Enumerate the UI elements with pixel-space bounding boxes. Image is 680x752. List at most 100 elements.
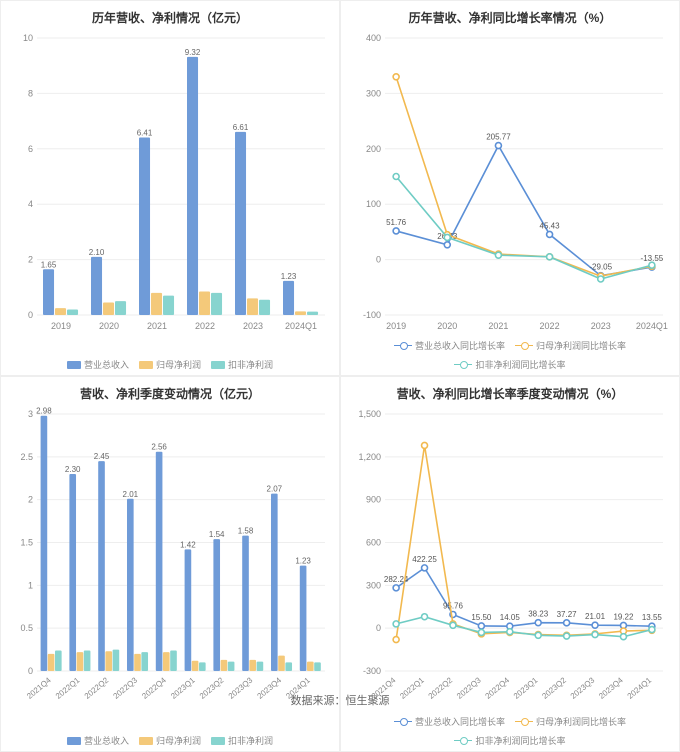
- svg-text:1: 1: [28, 580, 33, 590]
- svg-text:1.23: 1.23: [295, 557, 311, 566]
- svg-text:2023: 2023: [591, 321, 611, 331]
- svg-text:100: 100: [366, 199, 381, 209]
- chart-title: 历年营收、净利同比增长率情况（%）: [347, 9, 673, 26]
- svg-text:200: 200: [366, 144, 381, 154]
- svg-text:1.54: 1.54: [209, 530, 225, 539]
- legend-item: 营业总收入: [67, 358, 129, 371]
- svg-text:21.01: 21.01: [585, 612, 606, 621]
- svg-text:1.23: 1.23: [281, 272, 297, 281]
- svg-text:2021Q4: 2021Q4: [370, 675, 398, 701]
- svg-text:2022Q4: 2022Q4: [483, 675, 511, 701]
- bar-chart: 00.511.522.532.982.302.452.012.561.421.5…: [7, 406, 333, 732]
- svg-text:2.01: 2.01: [123, 490, 139, 499]
- panel-quarterly-growth: 营收、净利同比增长率季度变动情况（%） -30003006009001,2001…: [340, 376, 680, 752]
- line-chart: -100010020030040051.7626.73205.7745.43-2…: [347, 30, 673, 337]
- svg-text:38.23: 38.23: [528, 610, 549, 619]
- svg-text:0: 0: [28, 310, 33, 320]
- svg-text:2023: 2023: [243, 321, 263, 331]
- svg-text:205.77: 205.77: [486, 133, 511, 142]
- legend-label: 归母净利润同比增长率: [536, 339, 626, 352]
- svg-text:2023Q4: 2023Q4: [597, 675, 625, 701]
- svg-text:51.76: 51.76: [386, 218, 407, 227]
- svg-text:2024Q1: 2024Q1: [285, 321, 317, 331]
- svg-text:37.27: 37.27: [557, 610, 578, 619]
- svg-text:2023Q1: 2023Q1: [169, 675, 197, 701]
- legend-item: 营业总收入同比增长率: [394, 715, 505, 728]
- legend-label: 扣非净利润: [228, 734, 273, 747]
- svg-text:2021: 2021: [147, 321, 167, 331]
- svg-text:2019: 2019: [51, 321, 71, 331]
- legend-item: 归母净利润同比增长率: [515, 715, 626, 728]
- svg-text:14.05: 14.05: [500, 613, 521, 622]
- svg-text:2021Q4: 2021Q4: [25, 675, 53, 701]
- svg-text:15.50: 15.50: [471, 613, 492, 622]
- svg-text:2022: 2022: [540, 321, 560, 331]
- svg-text:2.5: 2.5: [20, 452, 33, 462]
- legend: 营业总收入同比增长率 归母净利润同比增长率扣非净利润同比增长率: [347, 339, 673, 371]
- svg-text:2022Q1: 2022Q1: [398, 675, 426, 701]
- legend-label: 营业总收入: [84, 734, 129, 747]
- panel-annual-growth: 历年营收、净利同比增长率情况（%） -100010020030040051.76…: [340, 0, 680, 376]
- svg-text:2020: 2020: [99, 321, 119, 331]
- svg-text:2021: 2021: [488, 321, 508, 331]
- svg-text:1.58: 1.58: [238, 527, 254, 536]
- legend-item: 扣非净利润同比增长率: [454, 358, 565, 371]
- legend-label: 归母净利润: [156, 358, 201, 371]
- svg-text:600: 600: [366, 538, 381, 548]
- chart-grid: 历年营收、净利情况（亿元） 02468101.652.106.419.326.6…: [0, 0, 680, 688]
- svg-text:2: 2: [28, 255, 33, 265]
- svg-text:2019: 2019: [386, 321, 406, 331]
- legend-label: 营业总收入同比增长率: [415, 339, 505, 352]
- chart-title: 营收、净利季度变动情况（亿元）: [7, 385, 333, 402]
- svg-text:2022Q1: 2022Q1: [54, 675, 82, 701]
- panel-quarterly-revenue: 营收、净利季度变动情况（亿元） 00.511.522.532.982.302.4…: [0, 376, 340, 752]
- line-chart: -30003006009001,2001,500282.24422.2595.7…: [347, 406, 673, 713]
- svg-text:2022Q4: 2022Q4: [140, 675, 168, 701]
- svg-text:2.10: 2.10: [89, 248, 105, 257]
- legend-label: 营业总收入: [84, 358, 129, 371]
- svg-text:2024Q1: 2024Q1: [636, 321, 668, 331]
- legend-label: 扣非净利润: [228, 358, 273, 371]
- svg-text:2024Q1: 2024Q1: [284, 675, 312, 701]
- svg-text:1.65: 1.65: [41, 260, 57, 269]
- chart-title: 历年营收、净利情况（亿元）: [7, 9, 333, 26]
- legend-label: 归母净利润: [156, 734, 201, 747]
- legend-item: 扣非净利润: [211, 358, 273, 371]
- svg-text:2.98: 2.98: [36, 407, 52, 416]
- svg-text:-100: -100: [363, 310, 381, 320]
- legend-item: 扣非净利润同比增长率: [454, 734, 565, 747]
- svg-text:2022Q2: 2022Q2: [427, 675, 455, 701]
- svg-text:0.5: 0.5: [20, 623, 33, 633]
- svg-text:1.42: 1.42: [180, 540, 196, 549]
- svg-text:2023Q2: 2023Q2: [540, 675, 568, 701]
- svg-text:4: 4: [28, 199, 33, 209]
- svg-text:400: 400: [366, 33, 381, 43]
- legend-label: 营业总收入同比增长率: [415, 715, 505, 728]
- legend: 营业总收入 归母净利润 扣非净利润: [7, 358, 333, 371]
- chart-title: 营收、净利同比增长率季度变动情况（%）: [347, 385, 673, 402]
- svg-text:422.25: 422.25: [412, 555, 437, 564]
- svg-text:2: 2: [28, 495, 33, 505]
- svg-text:19.22: 19.22: [613, 612, 634, 621]
- svg-text:2022Q2: 2022Q2: [83, 675, 111, 701]
- legend-item: 扣非净利润: [211, 734, 273, 747]
- svg-text:2.30: 2.30: [65, 465, 81, 474]
- svg-text:0: 0: [28, 666, 33, 676]
- legend-item: 归母净利润: [139, 734, 201, 747]
- svg-text:45.43: 45.43: [540, 221, 561, 230]
- panel-annual-revenue: 历年营收、净利情况（亿元） 02468101.652.106.419.326.6…: [0, 0, 340, 376]
- svg-text:6.61: 6.61: [233, 123, 249, 132]
- svg-text:2023Q3: 2023Q3: [227, 675, 255, 701]
- legend-label: 扣非净利润同比增长率: [475, 358, 565, 371]
- svg-text:2023Q2: 2023Q2: [198, 675, 226, 701]
- legend: 营业总收入 归母净利润 扣非净利润: [7, 734, 333, 747]
- svg-text:2020: 2020: [437, 321, 457, 331]
- svg-text:2022Q3: 2022Q3: [455, 675, 483, 701]
- legend-item: 归母净利润: [139, 358, 201, 371]
- svg-text:2022Q3: 2022Q3: [111, 675, 139, 701]
- legend-label: 归母净利润同比增长率: [536, 715, 626, 728]
- svg-text:2.45: 2.45: [94, 452, 110, 461]
- svg-text:8: 8: [28, 88, 33, 98]
- svg-text:900: 900: [366, 495, 381, 505]
- legend-item: 营业总收入: [67, 734, 129, 747]
